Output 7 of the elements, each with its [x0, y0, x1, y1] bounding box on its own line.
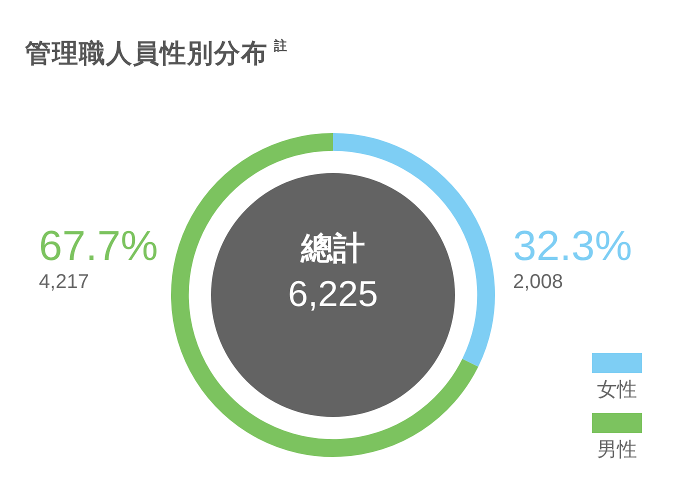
legend-label: 女性	[596, 378, 638, 403]
chart-title: 管理職人員性別分布$^{註}$	[25, 37, 288, 70]
data-label: 32.3% 2,008	[513, 222, 632, 294]
text: 總計	[299, 229, 366, 268]
legend-label: 男性	[596, 438, 638, 463]
data-label: 67.7% 4,217	[38, 222, 158, 294]
text: 6,225	[286, 272, 380, 316]
